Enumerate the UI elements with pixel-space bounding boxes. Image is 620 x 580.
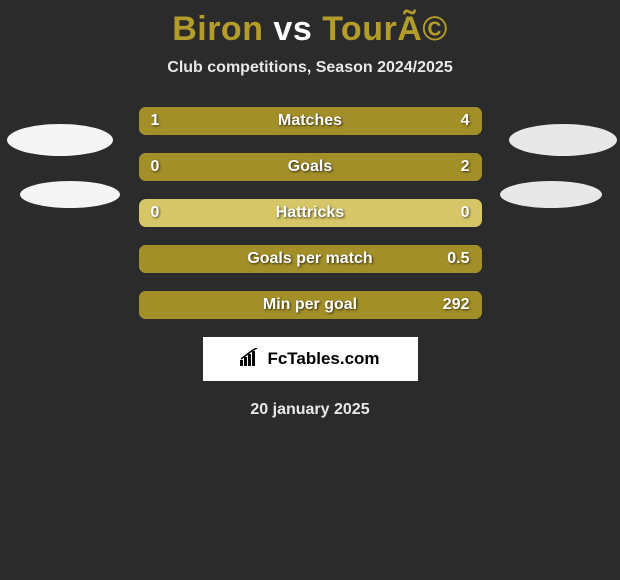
chart-area: 14Matches 02Goals 00Hattricks 0.5Goals per … xyxy=(0,107,620,319)
player-right-avatar-1 xyxy=(509,124,617,156)
title-right: TourÃ© xyxy=(322,10,448,48)
player-right-avatar-2 xyxy=(500,181,602,208)
date-text: 20 january 2025 xyxy=(0,401,620,419)
stat-label: Hattricks xyxy=(139,199,482,227)
stat-row: 00Hattricks xyxy=(139,199,482,227)
stat-label: Matches xyxy=(139,107,482,135)
brand-text: FcTables.com xyxy=(267,349,379,369)
stat-bars: 14Matches 02Goals 00Hattricks 0.5Goals per … xyxy=(139,107,482,319)
stat-row: 0.5Goals per match xyxy=(139,245,482,273)
player-left-avatar-2 xyxy=(20,181,120,208)
stat-row: 02Goals xyxy=(139,153,482,181)
subtitle: Club competitions, Season 2024/2025 xyxy=(0,59,620,77)
chart-icon xyxy=(240,348,262,371)
page-title: Biron vs TourÃ© xyxy=(0,0,620,49)
stat-row: 292Min per goal xyxy=(139,291,482,319)
player-left-avatar-1 xyxy=(7,124,113,156)
stat-row: 14Matches xyxy=(139,107,482,135)
title-mid: vs xyxy=(263,10,322,48)
brand-box[interactable]: FcTables.com xyxy=(203,337,418,381)
stat-label: Goals per match xyxy=(139,245,482,273)
stat-label: Min per goal xyxy=(139,291,482,319)
title-left: Biron xyxy=(172,10,263,48)
stat-label: Goals xyxy=(139,153,482,181)
